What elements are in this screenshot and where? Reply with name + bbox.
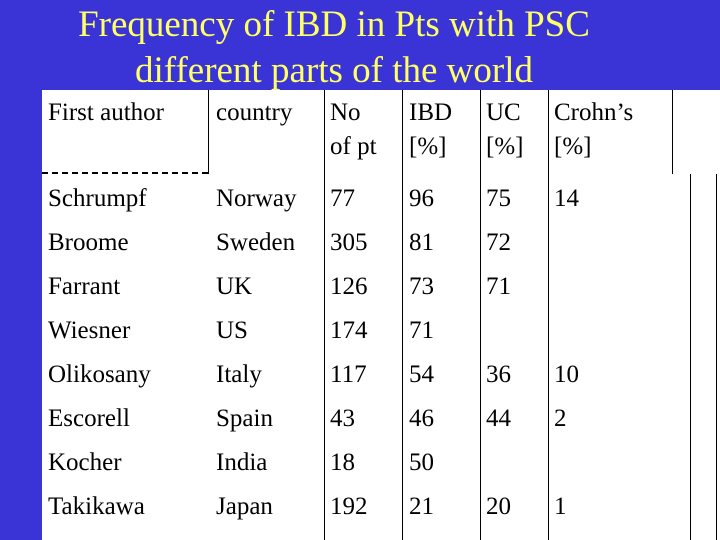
cell-author: Broome	[48, 229, 129, 256]
cell-uc: 36	[486, 361, 511, 388]
cell-ibd: 46	[409, 405, 434, 432]
cell-no-pt: 18	[330, 449, 355, 476]
cell-country: Norway	[216, 185, 297, 212]
title-line-2: different parts of the world	[135, 50, 533, 91]
cell-country: Italy	[216, 361, 262, 388]
cell-ibd: 54	[409, 361, 434, 388]
header-country: country	[216, 99, 293, 126]
cell-ibd: 71	[409, 317, 434, 344]
grid-line	[324, 90, 325, 540]
cell-author: Schrumpf	[48, 185, 147, 212]
header-crohns-line2: [%]	[554, 133, 592, 160]
header-first-author: First author	[48, 99, 164, 126]
cell-uc: 72	[486, 229, 511, 256]
cell-ibd: 81	[409, 229, 434, 256]
header-no-pt-line2: of pt	[330, 133, 377, 160]
table-row: Farrant UK 126 73 71	[42, 266, 720, 310]
cell-no-pt: 77	[330, 185, 355, 212]
grid-line	[672, 90, 673, 174]
title-line-1: Frequency of IBD in Pts with PSC	[78, 4, 590, 45]
cell-country: US	[216, 317, 248, 344]
cell-author: Olikosany	[48, 361, 151, 388]
cell-crohns: 2	[554, 405, 567, 432]
cell-ibd: 73	[409, 273, 434, 300]
table-row: Kocher India 18 50	[42, 442, 720, 486]
cell-crohns: 1	[554, 493, 567, 520]
grid-line	[716, 174, 717, 540]
cell-country: Japan	[216, 493, 273, 520]
cell-author: Kocher	[48, 449, 122, 476]
cell-no-pt: 117	[330, 361, 367, 388]
cell-ibd: 21	[409, 493, 434, 520]
cell-uc: 44	[486, 405, 511, 432]
table-row: Schrumpf Norway 77 96 75 14	[42, 178, 720, 222]
table-row: Broome Sweden 305 81 72	[42, 222, 720, 266]
header-uc-line2: [%]	[486, 133, 524, 160]
cell-author: Farrant	[48, 273, 121, 300]
cell-ibd: 50	[409, 449, 434, 476]
table-row: Wiesner US 174 71	[42, 310, 720, 354]
cell-uc: 75	[486, 185, 511, 212]
header-dashed-divider	[42, 172, 208, 174]
header-ibd-line2: [%]	[409, 133, 447, 160]
grid-line	[690, 174, 691, 540]
cell-crohns: 10	[554, 361, 579, 388]
cell-author: Wiesner	[48, 317, 131, 344]
cell-no-pt: 126	[330, 273, 368, 300]
cell-no-pt: 305	[330, 229, 368, 256]
grid-line	[480, 90, 481, 540]
header-uc-line1: UC	[486, 99, 521, 126]
cell-no-pt: 174	[330, 317, 368, 344]
slide-title: Frequency of IBD in Pts with PSC differe…	[0, 2, 720, 94]
grid-line	[548, 90, 549, 540]
grid-line	[208, 90, 209, 174]
table-row: Takikawa Japan 192 21 20 1	[42, 486, 720, 530]
header-crohns-line1: Crohn’s	[554, 99, 634, 126]
header-ibd-line1: IBD	[409, 99, 453, 126]
table-row: Escorell Spain 43 46 44 2	[42, 398, 720, 442]
cell-ibd: 96	[409, 185, 434, 212]
table-row: Olikosany Italy 117 54 36 10	[42, 354, 720, 398]
cell-country: Sweden	[216, 229, 296, 256]
cell-no-pt: 43	[330, 405, 355, 432]
cell-author: Escorell	[48, 405, 130, 432]
table-header: First author country No of pt IBD [%] UC…	[42, 90, 720, 174]
cell-country: India	[216, 449, 268, 476]
cell-uc: 20	[486, 493, 511, 520]
cell-uc: 71	[486, 273, 511, 300]
cell-no-pt: 192	[330, 493, 368, 520]
cell-crohns: 14	[554, 185, 579, 212]
cell-author: Takikawa	[48, 493, 145, 520]
header-no-pt-line1: No	[330, 99, 361, 126]
cell-country: UK	[216, 273, 253, 300]
grid-line	[402, 90, 403, 540]
cell-country: Spain	[216, 405, 273, 432]
ibd-frequency-table: First author country No of pt IBD [%] UC…	[42, 90, 720, 540]
